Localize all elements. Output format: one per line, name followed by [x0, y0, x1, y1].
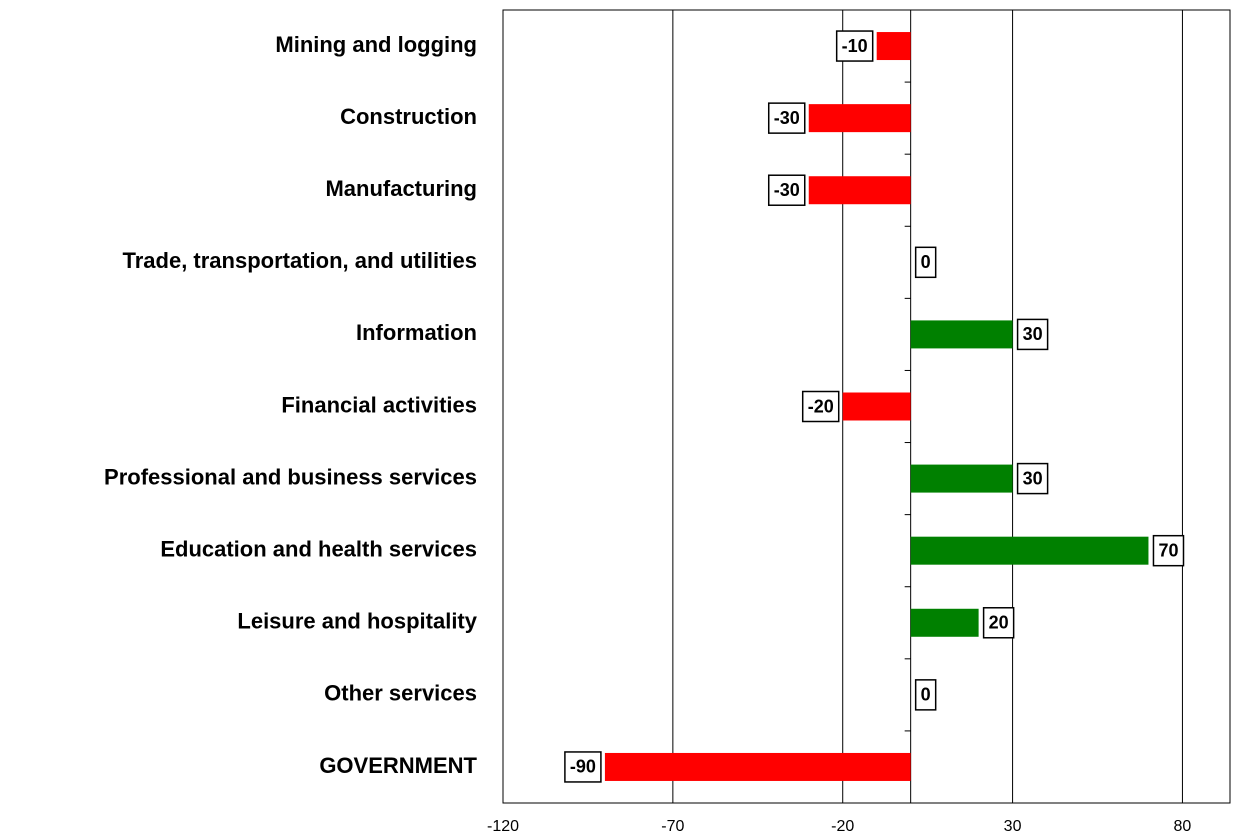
- value-label: 30: [1023, 324, 1043, 344]
- value-label-box: [767, 174, 806, 206]
- value-label-box: [1016, 462, 1049, 495]
- value-label-box: [914, 246, 937, 279]
- value-label-box: [914, 679, 937, 711]
- category-label: Financial activities: [281, 392, 477, 417]
- value-label: -20: [808, 396, 834, 416]
- category-label: Manufacturing: [325, 176, 477, 201]
- value-label-box: [835, 30, 874, 62]
- category-label: Trade, transportation, and utilities: [123, 248, 478, 273]
- category-label: Mining and logging: [275, 32, 477, 57]
- bar: [842, 392, 911, 421]
- category-label: Professional and business services: [104, 464, 477, 489]
- value-label: -10: [842, 36, 868, 56]
- bar: [910, 464, 1013, 493]
- value-label-box: [982, 607, 1015, 639]
- bar: [910, 536, 1149, 565]
- plot-frame: [502, 9, 1231, 804]
- value-label: 20: [989, 613, 1009, 633]
- value-label-box: [564, 751, 602, 783]
- category-label: Education and health services: [160, 536, 477, 561]
- value-label: 70: [1158, 540, 1178, 560]
- bar: [910, 608, 979, 637]
- category-label: Other services: [324, 681, 477, 706]
- x-tick-label: 80: [1174, 818, 1192, 835]
- value-label: 30: [1023, 468, 1043, 488]
- value-label: -30: [774, 180, 800, 200]
- value-label-box: [767, 102, 806, 134]
- value-label: -30: [774, 108, 800, 128]
- category-label: Information: [356, 320, 477, 345]
- value-label-box: [1016, 318, 1049, 351]
- value-label-box: [1152, 534, 1185, 567]
- x-tick-label: 30: [1004, 818, 1022, 835]
- x-tick-label: -70: [661, 818, 684, 835]
- bar: [876, 32, 911, 61]
- value-label: -90: [570, 757, 596, 777]
- bar: [604, 752, 911, 781]
- value-label: 0: [921, 252, 931, 272]
- bar: [808, 176, 911, 205]
- value-label: 0: [921, 685, 931, 705]
- category-label: Construction: [340, 104, 477, 129]
- bar: [910, 320, 1013, 349]
- x-tick-label: -120: [487, 818, 519, 835]
- x-tick-label: -20: [831, 818, 854, 835]
- bar: [808, 104, 911, 133]
- value-label-box: [801, 390, 840, 423]
- category-label: Leisure and hospitality: [237, 609, 477, 634]
- category-label: GOVERNMENT: [319, 753, 477, 778]
